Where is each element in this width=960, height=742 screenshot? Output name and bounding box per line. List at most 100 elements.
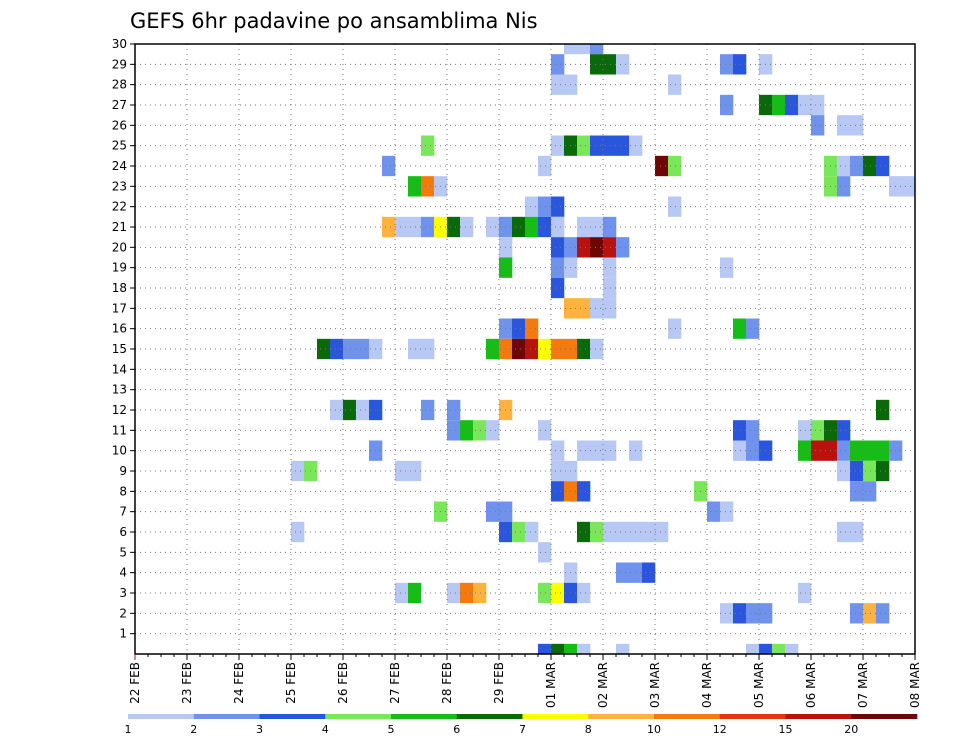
heatmap-cell (603, 257, 617, 278)
heatmap-cell (551, 257, 565, 278)
y-tick-label: 24 (112, 159, 127, 173)
heatmap-cell (408, 460, 422, 482)
heatmap-cell (876, 399, 890, 421)
heatmap-cell (577, 216, 591, 238)
colorbar-swatch (719, 714, 786, 719)
y-tick-label: 15 (112, 342, 127, 356)
heatmap-cell (850, 115, 864, 136)
colorbar-swatch (259, 714, 326, 719)
heatmap-cell (850, 521, 864, 543)
heatmap-cell (603, 135, 617, 156)
heatmap-cell (382, 216, 396, 238)
heatmap-cell (720, 94, 734, 116)
heatmap-cell (486, 338, 500, 360)
heatmap-cell (668, 196, 682, 217)
heatmap-cell (616, 54, 630, 75)
y-tick-label: 6 (119, 525, 127, 539)
heatmap-cell (538, 420, 552, 441)
y-tick-label: 30 (112, 37, 127, 51)
heatmap-cell (577, 298, 591, 319)
y-tick-label: 10 (112, 444, 127, 458)
heatmap-cell (473, 582, 487, 604)
y-tick-label: 1 (119, 627, 127, 641)
colorbar-label: 15 (779, 723, 793, 736)
x-tick-label: 03 MAR (648, 662, 662, 708)
heatmap-cell (525, 521, 539, 543)
heatmap-cell (551, 643, 565, 654)
colorbar-label: 10 (647, 723, 661, 736)
y-tick-label: 14 (112, 362, 127, 376)
heatmap-cell (590, 521, 604, 543)
colorbar-swatch (785, 714, 852, 719)
heatmap-cell (616, 237, 630, 258)
heatmap-cell (330, 338, 344, 360)
x-tick-label: 07 MAR (856, 662, 870, 708)
heatmap-cell (395, 460, 409, 482)
heatmap-cell (577, 338, 591, 360)
x-tick-label: 05 MAR (752, 662, 766, 708)
x-tick-label: 25 FEB (284, 662, 298, 704)
heatmap-cell (291, 460, 305, 482)
heatmap-cell (551, 216, 565, 238)
heatmap-cell (473, 420, 487, 441)
colorbar-swatch (325, 714, 392, 719)
heatmap-cell (603, 216, 617, 238)
heatmap-cell (603, 521, 617, 543)
heatmap-cell (551, 54, 565, 75)
heatmap-cell (577, 521, 591, 543)
colorbar-swatch (851, 714, 918, 719)
heatmap-cell (642, 562, 656, 583)
heatmap-cell (720, 603, 734, 624)
heatmap-cell (408, 582, 422, 604)
heatmap-cell (811, 115, 825, 136)
heatmap-cell (486, 420, 500, 441)
heatmap-cell (863, 460, 877, 482)
heatmap-cell (577, 582, 591, 604)
heatmap-cell (525, 338, 539, 360)
heatmap-cell (577, 135, 591, 156)
x-tick-label: 22 FEB (128, 662, 142, 704)
y-tick-label: 9 (119, 464, 127, 478)
heatmap-cell (343, 399, 357, 421)
heatmap-cell (538, 155, 552, 177)
heatmap-cell (421, 176, 435, 197)
heatmap-cell (746, 420, 760, 441)
heatmap-cell (668, 74, 682, 95)
heatmap-cell (538, 196, 552, 217)
colorbar-label: 5 (388, 723, 395, 736)
heatmap-cell (876, 603, 890, 624)
x-tick-label: 24 FEB (232, 662, 246, 704)
heatmap-cell (447, 399, 461, 421)
heatmap-cell (551, 277, 565, 299)
colorbar-label: 4 (322, 723, 329, 736)
y-tick-label: 20 (112, 240, 127, 254)
heatmap-cell (837, 176, 851, 197)
heatmap-cell (538, 542, 552, 563)
heatmap-cell (837, 155, 851, 177)
colorbar-swatch (456, 714, 523, 719)
heatmap-cell (772, 94, 786, 116)
heatmap-cell (538, 216, 552, 238)
heatmap-cell (590, 44, 604, 55)
x-tick-label: 04 MAR (700, 662, 714, 708)
heatmap-cell (538, 338, 552, 360)
heatmap-cell (798, 420, 812, 441)
heatmap-cell (590, 338, 604, 360)
colorbar-swatch (193, 714, 260, 719)
colorbar-label: 12 (713, 723, 727, 736)
colorbar-swatch (654, 714, 721, 719)
heatmap-cell (538, 643, 552, 654)
heatmap-cell (876, 460, 890, 482)
heatmap-cell (408, 176, 422, 197)
grid-lines (135, 43, 915, 654)
heatmap-cell (538, 582, 552, 604)
heatmap-cell (746, 318, 760, 339)
heatmap-cell (291, 521, 305, 543)
heatmap-cell (837, 115, 851, 136)
heatmap-cell (759, 643, 773, 654)
heatmap-cell (421, 135, 435, 156)
heatmap-cell (486, 501, 500, 522)
heatmap-cell (863, 440, 877, 461)
chart-title: GEFS 6hr padavine po ansamblima Nis (130, 9, 538, 33)
y-tick-label: 29 (112, 57, 127, 71)
